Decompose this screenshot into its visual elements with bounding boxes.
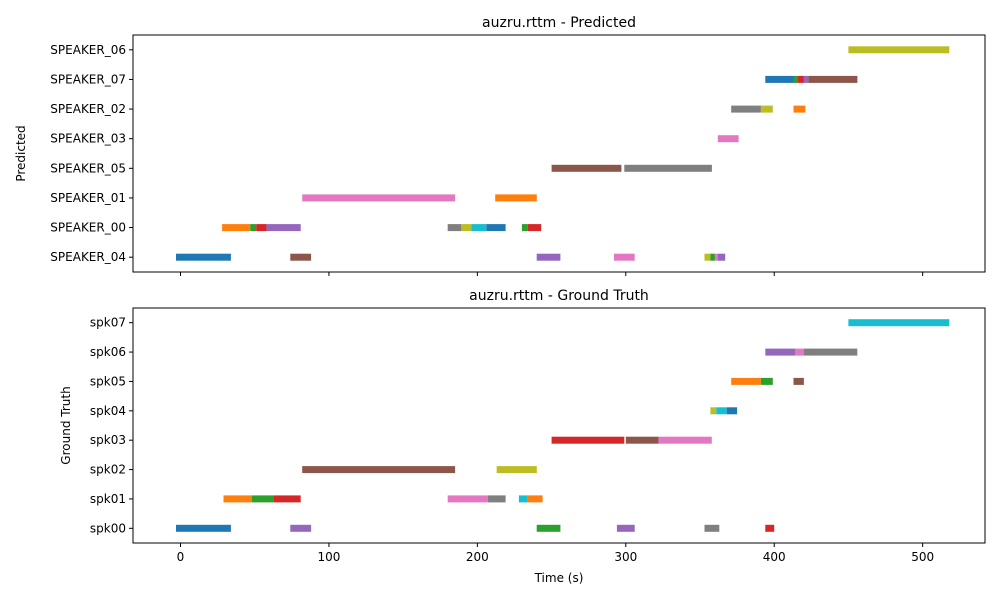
ground-truth-segment-spk00	[176, 524, 231, 532]
ground-truth-segment-spk01	[251, 495, 274, 503]
ground-truth-segment-spk01	[223, 495, 252, 503]
predicted-segment-speaker-07	[808, 75, 858, 83]
x-tick-label: 100	[317, 550, 340, 564]
ground-truth-y-tick-label: spk05	[90, 374, 126, 388]
ground-truth-segment-spk05	[731, 377, 761, 385]
ground-truth-segment-spk05	[793, 377, 804, 385]
predicted-segment-speaker-07	[765, 75, 794, 83]
ground-truth-y-tick-label: spk07	[90, 316, 126, 330]
ground-truth-axes: spk00 spk01 spk02 spk03 spk04 spk05 spk06 spk07…	[90, 307, 986, 564]
ground-truth-segment-spk06	[803, 348, 858, 356]
predicted-y-tick-label: SPEAKER_02	[50, 102, 126, 116]
predicted-segment-speaker-04	[613, 253, 635, 261]
predicted-y-tick-label: SPEAKER_01	[50, 191, 126, 205]
predicted-segment-speaker-03	[717, 135, 739, 143]
predicted-segment-speaker-05	[624, 164, 712, 172]
predicted-segment-speaker-04	[717, 253, 726, 261]
predicted-panel: auzru.rttm - Predicted Predicted SPEAKER…	[14, 15, 986, 276]
ground-truth-segment-spk00	[290, 524, 312, 532]
predicted-segment-speaker-00	[266, 224, 301, 232]
x-tick-label: 500	[911, 550, 934, 564]
ground-truth-segment-spk03	[625, 436, 659, 444]
ground-truth-segment-spk00	[536, 524, 561, 532]
ground-truth-segments	[176, 319, 950, 532]
predicted-axes: SPEAKER_04 SPEAKER_00 SPEAKER_01 SPEAKER_05…	[50, 34, 986, 276]
x-tick-label: 200	[466, 550, 489, 564]
ground-truth-segment-spk04	[710, 407, 717, 415]
predicted-segment-speaker-01	[495, 194, 537, 202]
ground-truth-segment-spk06	[795, 348, 804, 356]
predicted-segment-speaker-00	[256, 224, 267, 232]
x-tick-label: 300	[614, 550, 637, 564]
predicted-segment-speaker-02	[793, 105, 806, 113]
predicted-segment-speaker-00	[521, 224, 528, 232]
ground-truth-y-tick-label: spk03	[90, 433, 126, 447]
predicted-y-tick-label: SPEAKER_04	[50, 250, 126, 264]
predicted-y-tick-label: SPEAKER_06	[50, 43, 126, 57]
predicted-y-tick-label: SPEAKER_05	[50, 161, 126, 175]
predicted-segment-speaker-07	[798, 75, 804, 83]
predicted-segment-speaker-01	[302, 194, 456, 202]
predicted-segment-speaker-00	[471, 224, 487, 232]
predicted-segment-speaker-04	[704, 253, 711, 261]
x-tick-label: 400	[763, 550, 786, 564]
ground-truth-segment-spk00	[704, 524, 720, 532]
ground-truth-y-tick-label: spk06	[90, 345, 126, 359]
predicted-segment-speaker-04	[290, 253, 312, 261]
ground-truth-y-axis-label: Ground Truth	[59, 386, 73, 464]
ground-truth-panel-title: auzru.rttm - Ground Truth	[469, 288, 649, 304]
ground-truth-y-tick-label: spk04	[90, 404, 126, 418]
ground-truth-segment-spk04	[726, 407, 738, 415]
ground-truth-y-tick-label: spk02	[90, 463, 126, 477]
predicted-y-tick-label: SPEAKER_07	[50, 72, 126, 86]
predicted-segment-speaker-06	[848, 46, 950, 54]
ground-truth-y-tick-label: spk01	[90, 492, 126, 506]
predicted-segment-speaker-00	[250, 224, 257, 232]
ground-truth-segment-spk01	[527, 495, 543, 503]
ground-truth-segment-spk01	[447, 495, 488, 503]
ground-truth-segment-spk07	[848, 319, 950, 327]
ground-truth-segment-spk05	[760, 377, 773, 385]
predicted-segments	[176, 46, 950, 261]
predicted-segment-speaker-00	[527, 224, 542, 232]
ground-truth-segment-spk03	[658, 436, 712, 444]
predicted-segment-speaker-04	[710, 253, 715, 261]
ground-truth-segment-spk01	[274, 495, 301, 503]
predicted-segment-speaker-02	[731, 105, 761, 113]
predicted-segment-speaker-07	[803, 75, 809, 83]
ground-truth-segment-spk00	[765, 524, 775, 532]
ground-truth-segment-spk01	[518, 495, 528, 503]
predicted-panel-title: auzru.rttm - Predicted	[482, 15, 636, 31]
predicted-y-tick-label: SPEAKER_03	[50, 132, 126, 146]
ground-truth-segment-spk02	[302, 466, 456, 474]
predicted-axes-frame	[132, 34, 986, 273]
ground-truth-segment-spk02	[496, 466, 537, 474]
predicted-segment-speaker-04	[176, 253, 231, 261]
predicted-segment-speaker-00	[447, 224, 462, 232]
ground-truth-y-tick-label: spk00	[90, 521, 126, 535]
ground-truth-segment-spk00	[616, 524, 635, 532]
ground-truth-panel: auzru.rttm - Ground Truth Ground Truth T…	[59, 288, 986, 585]
predicted-segment-speaker-04	[714, 253, 718, 261]
ground-truth-segment-spk03	[551, 436, 625, 444]
predicted-y-tick-label: SPEAKER_00	[50, 221, 126, 235]
predicted-y-axis-label: Predicted	[14, 125, 28, 181]
ground-truth-axes-frame	[132, 307, 986, 544]
ground-truth-segment-spk01	[487, 495, 506, 503]
ground-truth-segment-spk06	[765, 348, 795, 356]
ground-truth-segment-spk04	[716, 407, 727, 415]
predicted-segment-speaker-04	[536, 253, 561, 261]
predicted-segment-speaker-00	[461, 224, 472, 232]
predicted-segment-speaker-05	[551, 164, 622, 172]
predicted-segment-speaker-00	[222, 224, 251, 232]
predicted-segment-speaker-07	[793, 75, 798, 83]
predicted-segment-speaker-00	[486, 224, 506, 232]
x-tick-label: 0	[177, 550, 185, 564]
predicted-segment-speaker-02	[760, 105, 773, 113]
x-axis-label: Time (s)	[534, 571, 584, 585]
